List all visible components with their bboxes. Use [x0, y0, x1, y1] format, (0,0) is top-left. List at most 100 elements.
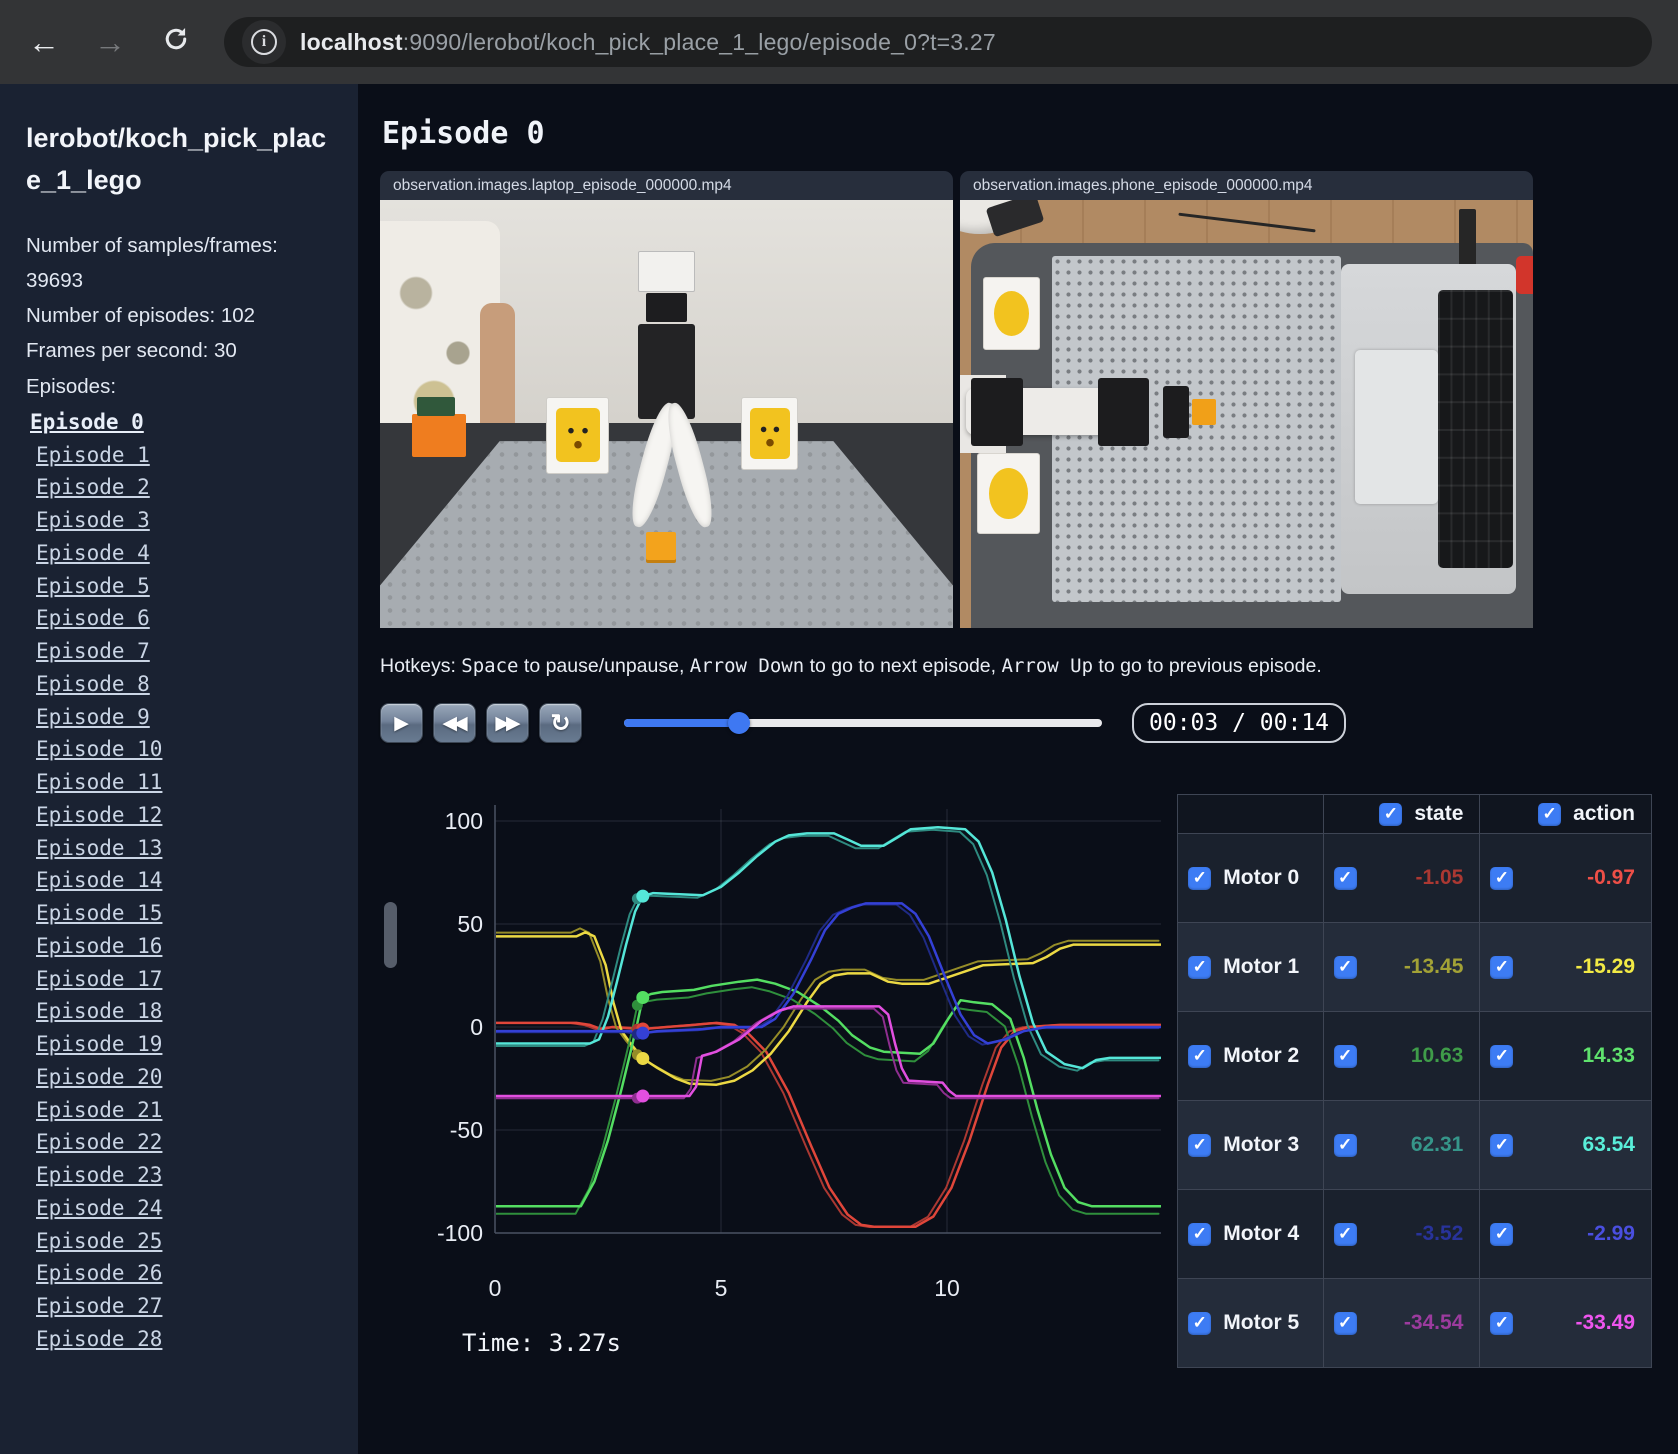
hotkeys-text2: to go to next episode,	[804, 655, 1002, 677]
motor-state-value: -3.52	[1415, 1222, 1464, 1245]
episode-link[interactable]: Episode 23	[36, 1163, 163, 1188]
episode-link[interactable]: Episode 9	[36, 704, 150, 729]
play-button[interactable]: ▶	[380, 703, 423, 743]
episode-link[interactable]: Episode 4	[36, 540, 150, 565]
video-phone[interactable]	[960, 200, 1533, 628]
motor-checkbox[interactable]: ✓	[1188, 1133, 1212, 1157]
episode-link[interactable]: Episode 5	[36, 573, 150, 598]
robot-arm-tower	[637, 251, 696, 435]
motor-action-checkbox[interactable]: ✓	[1490, 1133, 1514, 1157]
address-bar[interactable]: i localhost:9090/lerobot/koch_pick_place…	[224, 17, 1652, 67]
motors-chart[interactable]: 100 50 0 -50 -100 0 5 10 Time: 3.27s	[380, 791, 1162, 1366]
robot-motor-2	[1097, 377, 1150, 447]
episode-link[interactable]: Episode 28	[36, 1326, 163, 1351]
motor-label: Motor 2	[1223, 1044, 1300, 1067]
reload-glyph	[165, 27, 187, 49]
video-laptop[interactable]	[380, 200, 953, 628]
episode-link[interactable]: Episode 11	[36, 770, 163, 795]
episode-link[interactable]: Episode 18	[36, 999, 163, 1024]
episode-link[interactable]: Episode 15	[36, 901, 163, 926]
episode-link[interactable]: Episode 26	[36, 1261, 163, 1286]
forward-icon[interactable]: →	[94, 23, 126, 60]
motor-state-checkbox[interactable]: ✓	[1333, 1133, 1357, 1157]
motor-action-checkbox[interactable]: ✓	[1490, 1311, 1514, 1335]
episode-link[interactable]: Episode 17	[36, 966, 163, 991]
scrollbar-thumb[interactable]	[384, 902, 397, 968]
episode-link[interactable]: Episode 8	[36, 671, 150, 696]
hotkeys-text3: to go to previous episode.	[1093, 655, 1322, 677]
episode-link[interactable]: Episode 21	[36, 1097, 163, 1122]
motor-state-checkbox[interactable]: ✓	[1333, 955, 1357, 979]
corner-cell	[1177, 794, 1324, 834]
episode-link[interactable]: Episode 24	[36, 1195, 163, 1220]
motor-state-value: 10.63	[1410, 1044, 1464, 1067]
motor-action-checkbox[interactable]: ✓	[1490, 1222, 1514, 1246]
episode-link[interactable]: Episode 2	[36, 475, 150, 500]
laptop-trackpad	[1355, 349, 1439, 504]
svg-text:Time: 3.27s: Time: 3.27s	[462, 1329, 621, 1357]
episode-link[interactable]: Episode 6	[36, 606, 150, 631]
action-column-checkbox[interactable]: ✓	[1538, 802, 1562, 826]
motor-label: Motor 3	[1223, 1133, 1300, 1156]
motor-action-checkbox[interactable]: ✓	[1490, 1044, 1514, 1068]
svg-text:0: 0	[470, 1014, 483, 1040]
motor-row: ✓ Motor 0 ✓ -1.05 ✓ -0.97	[1177, 833, 1652, 923]
svg-text:100: 100	[445, 808, 483, 834]
motor-action-checkbox[interactable]: ✓	[1490, 866, 1514, 890]
motor-action-checkbox[interactable]: ✓	[1490, 955, 1514, 979]
motor-checkbox[interactable]: ✓	[1188, 1222, 1212, 1246]
smiley-sticker-box	[740, 396, 799, 470]
site-info-button[interactable]: i	[242, 20, 286, 64]
motor-action-value: -0.97	[1587, 866, 1635, 889]
episode-link[interactable]: Episode 1	[36, 442, 150, 467]
hotkeys-help: Hotkeys: Space to pause/unpause, Arrow D…	[380, 655, 1652, 678]
video-card-phone: observation.images.phone_episode_000000.…	[960, 171, 1533, 628]
episode-link[interactable]: Episode 14	[36, 868, 163, 893]
back-icon[interactable]: ←	[28, 23, 60, 60]
motor-state-checkbox[interactable]: ✓	[1333, 1311, 1357, 1335]
motor-checkbox[interactable]: ✓	[1188, 1311, 1212, 1335]
motor-state-checkbox[interactable]: ✓	[1333, 1044, 1357, 1068]
fast-forward-glyph: ▶▶	[495, 712, 520, 734]
rewind-button[interactable]: ◀◀	[433, 703, 476, 743]
robot-camera	[646, 292, 687, 323]
seek-slider-fill	[624, 719, 739, 727]
reload-icon[interactable]	[158, 24, 194, 61]
episode-link[interactable]: Episode 22	[36, 1130, 163, 1155]
svg-text:50: 50	[457, 911, 483, 937]
seek-slider[interactable]	[624, 712, 1102, 734]
fast-forward-button[interactable]: ▶▶	[486, 703, 529, 743]
episode-link[interactable]: Episode 7	[36, 639, 150, 664]
sticker-box-bottom	[977, 452, 1041, 534]
episode-link[interactable]: Episode 3	[36, 508, 150, 533]
episode-link[interactable]: Episode 19	[36, 1032, 163, 1057]
red-object	[1515, 255, 1533, 295]
episodes-count: Number of episodes: 102	[26, 304, 256, 328]
loop-button[interactable]: ↻	[539, 703, 582, 743]
episode-link[interactable]: Episode 25	[36, 1228, 163, 1253]
seek-slider-thumb[interactable]	[727, 712, 750, 734]
panda-sticker-box	[546, 396, 610, 474]
episode-link[interactable]: Episode 27	[36, 1294, 163, 1319]
episode-link[interactable]: Episode 16	[36, 933, 163, 958]
laptop-keyboard	[1438, 289, 1513, 569]
motor-state-checkbox[interactable]: ✓	[1333, 866, 1357, 890]
controller-board	[411, 396, 466, 457]
episode-link[interactable]: Episode 10	[36, 737, 163, 762]
motor-checkbox[interactable]: ✓	[1188, 1044, 1212, 1068]
episode-link[interactable]: Episode 0	[30, 409, 144, 434]
motor-checkbox[interactable]: ✓	[1188, 955, 1212, 979]
episode-link[interactable]: Episode 13	[36, 835, 163, 860]
url-host: localhost	[300, 28, 403, 55]
hotkeys-prefix: Hotkeys:	[380, 655, 462, 677]
episode-link[interactable]: Episode 12	[36, 802, 163, 827]
dataset-title: lerobot/koch_pick_place_1_lego	[26, 123, 327, 195]
motor-state-checkbox[interactable]: ✓	[1333, 1222, 1357, 1246]
video-caption-laptop: observation.images.laptop_episode_000000…	[380, 171, 953, 200]
motor-checkbox[interactable]: ✓	[1188, 866, 1212, 890]
episode-link[interactable]: Episode 20	[36, 1064, 163, 1089]
action-header-label: action	[1573, 802, 1635, 825]
episodes-label: Episodes:	[26, 374, 117, 398]
state-column-checkbox[interactable]: ✓	[1379, 802, 1403, 826]
url-path: :9090/lerobot/koch_pick_place_1_lego/epi…	[402, 28, 996, 55]
